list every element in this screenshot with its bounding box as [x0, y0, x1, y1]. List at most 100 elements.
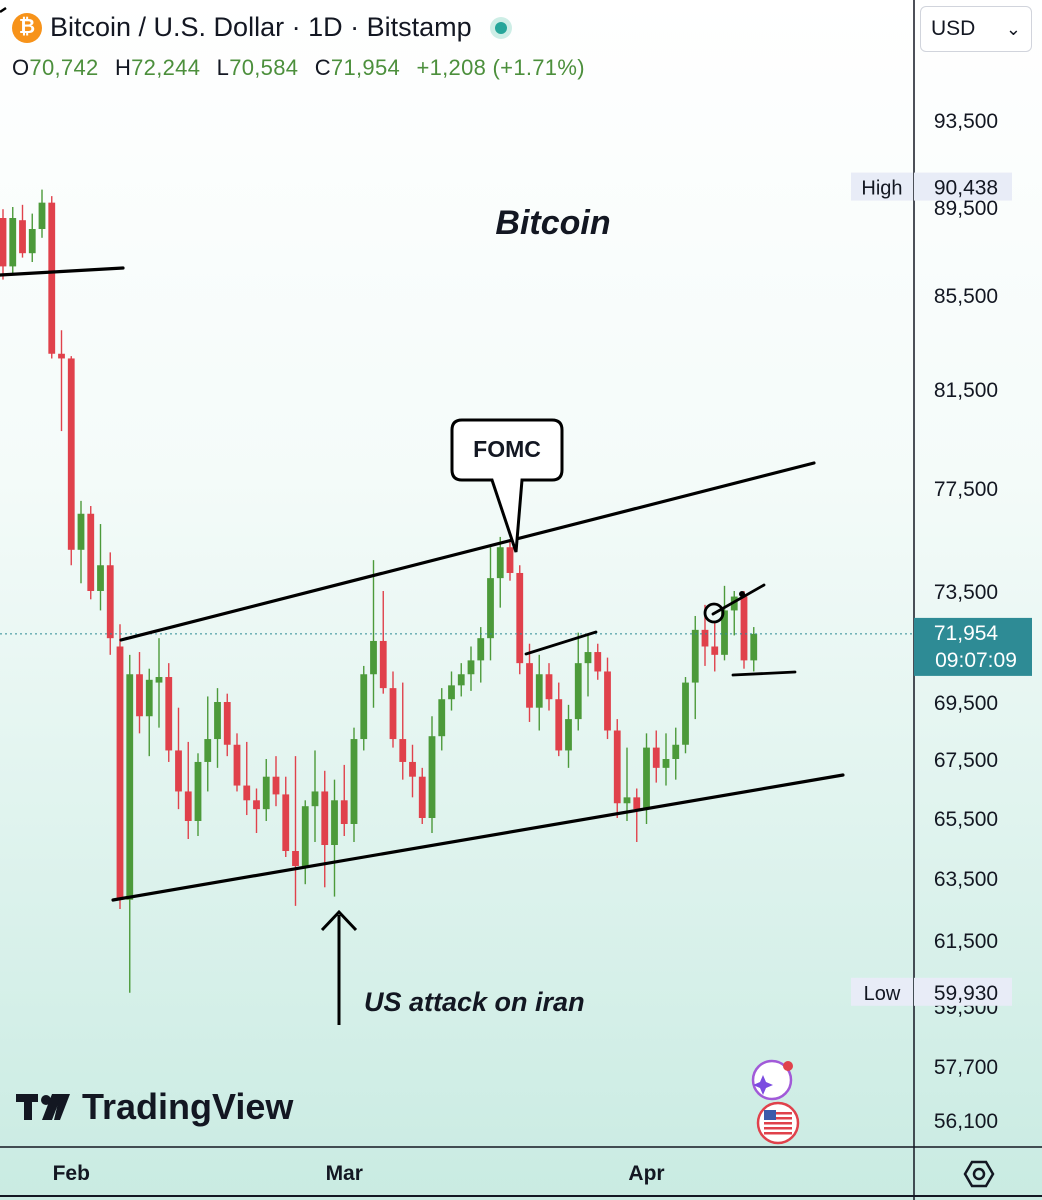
candle-body	[28, 229, 36, 254]
support-line-top-left	[0, 266, 125, 277]
candle-body	[652, 747, 660, 768]
candle-body	[613, 730, 621, 804]
candle-body	[282, 794, 290, 851]
candle-body	[301, 806, 309, 866]
flag-upper-line	[711, 583, 766, 616]
price-tick-label: 67,500	[934, 749, 998, 772]
candle-body	[545, 674, 553, 700]
fomc-callout-bubble	[450, 418, 564, 553]
high-marker-label-bg	[851, 172, 913, 201]
candle-body	[253, 800, 260, 810]
high-value: 72,244	[131, 55, 201, 80]
low-marker-label-bg	[851, 977, 913, 1006]
candle-body	[409, 761, 416, 777]
candle-body	[584, 652, 592, 664]
channel-lower-line	[111, 773, 845, 902]
candle-body	[623, 797, 631, 804]
candle-body	[87, 513, 95, 591]
time-tick-label: Apr	[628, 1162, 664, 1185]
pivot-dot-marker	[739, 591, 745, 597]
candle-body	[682, 682, 689, 745]
bitcoin-logo-icon: ₿	[12, 12, 42, 43]
currency-select[interactable]: USD ⌄	[920, 6, 1032, 52]
candle-body	[428, 736, 436, 818]
symbol-title[interactable]: Bitcoin / U.S. Dollar · 1D · Bitstamp	[50, 12, 472, 42]
candle-body	[506, 547, 514, 573]
flag-lower-line	[731, 670, 797, 677]
price-tick-label: 89,500	[934, 197, 998, 220]
candle-body	[643, 747, 650, 810]
event-arrow-head	[320, 909, 358, 932]
high-label: H	[114, 55, 132, 80]
last-price-value: 71,954	[934, 622, 999, 645]
flag-canton	[764, 1110, 776, 1120]
brand-name: TradingView	[82, 1086, 294, 1127]
candle-body	[701, 629, 709, 647]
minor-resistance-line	[524, 630, 598, 656]
candle-body	[126, 674, 134, 900]
candle-body	[204, 739, 212, 762]
open-label: O	[12, 55, 30, 80]
candle-body	[467, 660, 475, 675]
price-tick-label: 56,100	[934, 1110, 998, 1133]
candle-body	[370, 640, 377, 675]
candle-body	[633, 797, 641, 810]
candle-body	[526, 663, 533, 708]
tradingview-logo[interactable]: TradingView	[16, 1086, 293, 1128]
price-tick-label: 93,500	[934, 110, 998, 133]
flag-stripe	[764, 1112, 792, 1115]
settings-hex-icon[interactable]	[963, 1158, 995, 1190]
candle-body	[9, 218, 17, 267]
high-marker-label: High	[861, 178, 902, 200]
chevron-down-icon: ⌄	[1005, 18, 1021, 39]
candle-body	[574, 663, 582, 720]
candle-body	[448, 685, 455, 700]
candle-body	[48, 202, 56, 354]
change-value: +1,208 (+1.71%)	[416, 55, 585, 80]
price-tick-label: 77,500	[934, 478, 998, 501]
chart-header: ₿ Bitcoin / U.S. Dollar · 1D · Bitstamp	[12, 12, 512, 43]
price-tick-label: 63,500	[934, 868, 998, 891]
sparkle-assistant-icon[interactable]	[751, 1059, 793, 1101]
candle-body	[292, 851, 299, 866]
ohlc-legend: O70,742 H72,244 L70,584 C71,954 +1,208 (…	[12, 55, 595, 81]
candle-body	[721, 610, 728, 655]
time-tick-label: Mar	[326, 1162, 363, 1185]
price-tick-label: 73,500	[934, 581, 998, 604]
tradingview-logo-icon	[16, 1094, 70, 1120]
candle-body	[0, 218, 7, 267]
price-tick-label: 81,500	[934, 379, 998, 402]
flag-stripe	[764, 1127, 792, 1130]
candle-body	[214, 702, 221, 740]
candle-body	[106, 565, 114, 639]
candle-body	[165, 677, 173, 751]
time-tick-label: Feb	[53, 1162, 90, 1185]
price-tick-label: 85,500	[934, 285, 998, 308]
candle-body	[516, 572, 524, 664]
pivot-circle-marker	[703, 602, 725, 624]
candle-body	[136, 674, 143, 717]
candle-body	[691, 629, 699, 683]
candle-body	[389, 688, 397, 740]
candle-body	[194, 761, 202, 821]
candle-body	[233, 744, 241, 786]
price-tick-label: 65,500	[934, 808, 998, 831]
candle-body	[360, 674, 368, 740]
candle-body	[58, 353, 65, 359]
candle-body	[223, 702, 231, 745]
candle-body	[145, 679, 153, 717]
us-flag-icon[interactable]	[756, 1101, 800, 1145]
low-marker-value-bg	[914, 977, 1012, 1006]
high-marker-value-bg	[914, 172, 1012, 201]
low-marker-label: Low	[864, 983, 901, 1005]
candle-body	[175, 750, 182, 792]
price-tick-label: 57,700	[934, 1056, 998, 1079]
bar-countdown: 09:07:09	[935, 649, 1017, 672]
candle-body	[438, 699, 446, 737]
close-value: 71,954	[330, 55, 401, 80]
candle-body	[535, 674, 543, 708]
candle-body	[565, 719, 572, 751]
flag-stripe	[764, 1132, 792, 1135]
